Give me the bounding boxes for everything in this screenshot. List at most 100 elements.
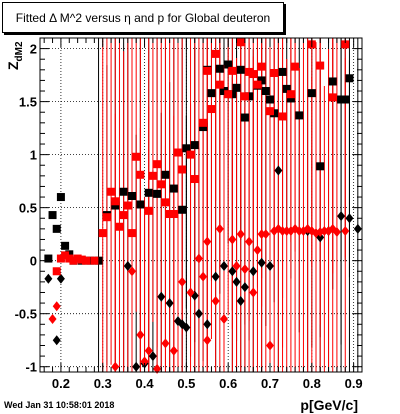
data-point — [236, 295, 245, 306]
y-tick-label: -0.5 — [15, 307, 37, 322]
x-tick-label: 0.8 — [303, 376, 321, 391]
data-point — [266, 107, 274, 116]
data-point — [190, 175, 199, 184]
data-point — [169, 210, 178, 219]
data-point — [128, 191, 136, 200]
data-point — [253, 245, 262, 256]
x-tick-label: 0.9 — [345, 376, 363, 391]
data-point — [199, 118, 208, 127]
data-point — [203, 66, 212, 75]
data-point — [236, 229, 245, 240]
data-point — [169, 184, 178, 193]
data-point — [153, 189, 162, 198]
data-point — [257, 62, 266, 71]
data-point — [278, 225, 287, 236]
data-point — [207, 105, 216, 114]
data-point — [266, 340, 274, 351]
x-tick-label: 0.5 — [177, 376, 195, 391]
data-point — [178, 276, 187, 287]
data-point — [157, 291, 166, 302]
x-tick-label: 0.7 — [261, 376, 279, 391]
data-point — [86, 256, 95, 265]
chart-title: Fitted Δ M^2 versus η and p for Global d… — [2, 2, 284, 33]
data-point — [328, 77, 337, 86]
data-point — [320, 225, 329, 236]
data-point — [140, 356, 149, 367]
data-point — [136, 200, 145, 209]
data-point — [245, 67, 254, 76]
y-axis-label: ZdM2 — [5, 41, 25, 70]
data-point — [128, 229, 136, 238]
data-point — [52, 267, 61, 276]
data-point — [203, 319, 212, 330]
data-point — [165, 210, 174, 219]
data-point — [52, 224, 61, 233]
data-point — [316, 162, 325, 171]
data-point — [261, 229, 270, 240]
data-point — [341, 40, 350, 49]
y-tick-label: 1 — [30, 148, 37, 163]
data-point — [186, 150, 195, 159]
data-point — [328, 93, 337, 102]
data-point — [266, 95, 274, 104]
data-point — [316, 61, 325, 70]
data-point — [341, 225, 350, 236]
data-point — [111, 197, 120, 206]
data-point — [232, 260, 241, 271]
data-point — [249, 70, 258, 79]
data-point — [215, 80, 224, 89]
data-point — [161, 170, 170, 179]
data-point — [261, 87, 270, 96]
data-point — [132, 361, 141, 372]
data-point — [132, 152, 141, 161]
data-point — [153, 160, 162, 169]
data-point — [90, 256, 99, 265]
data-point — [174, 148, 182, 157]
data-point — [123, 260, 132, 271]
data-point — [240, 282, 249, 293]
data-point — [136, 170, 145, 179]
data-point — [257, 257, 266, 268]
data-point — [257, 229, 266, 240]
data-point — [211, 49, 220, 58]
data-point — [245, 236, 254, 247]
data-point — [61, 241, 70, 250]
data-point — [207, 89, 216, 98]
data-point — [119, 187, 128, 196]
data-point — [182, 322, 191, 333]
data-point — [337, 211, 346, 222]
data-point — [224, 60, 233, 69]
data-point — [270, 109, 279, 118]
x-tick-label: 0.3 — [94, 376, 112, 391]
data-point — [144, 188, 153, 197]
data-point — [211, 295, 220, 306]
data-point — [337, 95, 346, 104]
data-point — [52, 301, 61, 312]
data-point — [161, 198, 170, 207]
data-point — [153, 363, 162, 374]
error-bars — [45, 38, 359, 372]
data-point — [111, 201, 120, 210]
data-point — [94, 256, 103, 265]
data-point — [240, 264, 249, 275]
data-point — [144, 345, 153, 356]
data-point — [307, 89, 316, 98]
data-point — [44, 273, 53, 284]
data-point — [274, 165, 283, 176]
data-point — [240, 92, 249, 101]
data-point — [98, 229, 107, 238]
data-point — [228, 90, 237, 99]
data-point — [123, 201, 132, 210]
timestamp: Wed Jan 31 10:58:01 2018 — [4, 400, 114, 410]
data-point — [220, 87, 228, 96]
data-point — [186, 287, 195, 298]
data-point — [111, 361, 120, 372]
data-point — [278, 67, 287, 76]
data-point — [148, 171, 157, 180]
data-point — [249, 266, 258, 277]
data-point — [245, 92, 254, 101]
data-point — [157, 180, 166, 189]
data-point — [148, 351, 157, 362]
data-point — [282, 84, 291, 93]
